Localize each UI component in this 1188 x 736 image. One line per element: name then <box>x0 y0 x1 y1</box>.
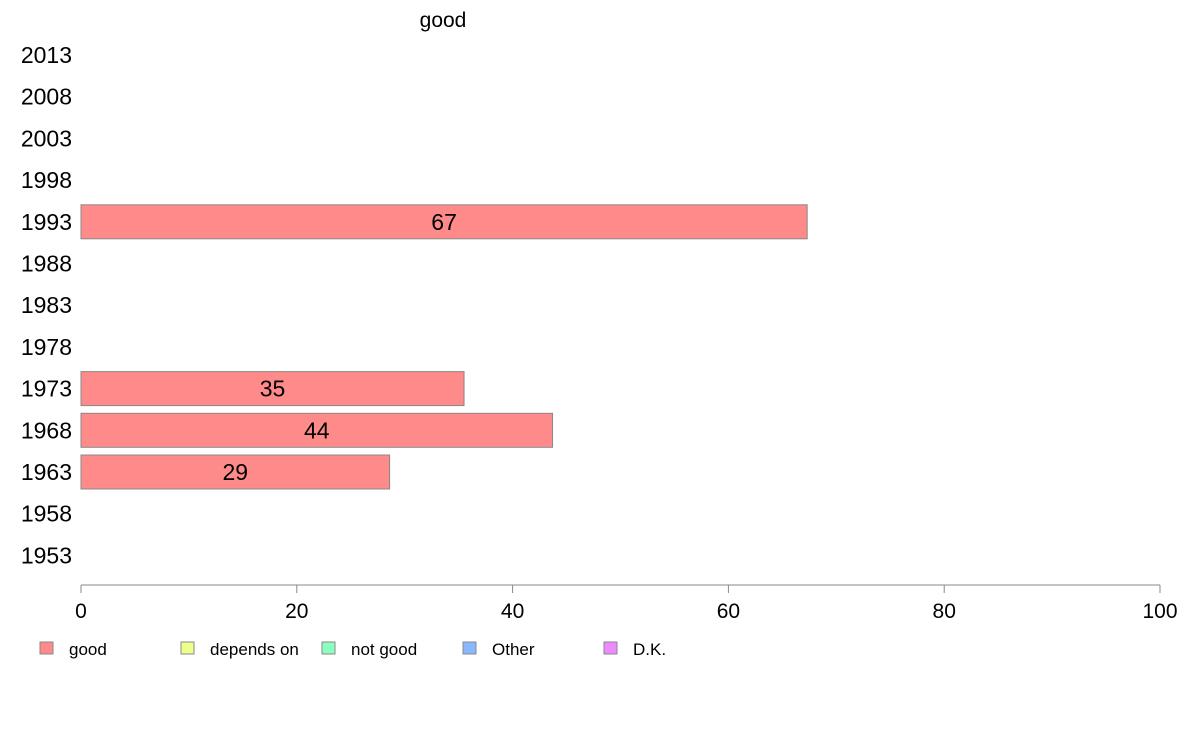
category-label: 1953 <box>21 542 72 568</box>
bar-value-label: 44 <box>304 417 330 443</box>
x-tick-label: 60 <box>717 600 740 623</box>
category-label: 1978 <box>21 334 72 360</box>
category-label: 1968 <box>21 417 72 443</box>
legend-label: good <box>69 640 107 659</box>
x-axis: 0 20 40 60 80 100 <box>75 584 1178 623</box>
legend-swatch <box>603 641 618 655</box>
category-label: 1958 <box>21 501 72 527</box>
legend-label: Other <box>492 640 535 659</box>
legend-swatch <box>39 641 54 655</box>
bar <box>80 371 465 407</box>
bar <box>80 412 554 448</box>
bar-value-label: 67 <box>431 209 457 235</box>
category-label: 2013 <box>21 42 72 68</box>
legend-swatch <box>321 641 336 655</box>
category-label: 1983 <box>21 292 72 318</box>
chart-title: good <box>420 9 467 32</box>
legend-label: depends on <box>210 640 299 659</box>
category-label: 2008 <box>21 84 72 110</box>
category-label: 1998 <box>21 167 72 193</box>
x-tick-label: 40 <box>501 600 524 623</box>
category-labels: 2013 2008 2003 1998 1993 1988 1983 1978 1973 1968… <box>21 42 72 568</box>
category-label: 2003 <box>21 125 72 151</box>
x-tick-label: 80 <box>933 600 956 623</box>
legend: good depends on not good Other D.K. <box>39 640 666 659</box>
bar-value-label: 35 <box>260 376 286 402</box>
legend-label: D.K. <box>633 640 666 659</box>
legend-swatch <box>462 641 477 655</box>
bar <box>80 454 391 490</box>
legend-swatch <box>180 641 195 655</box>
x-tick-label: 100 <box>1142 600 1177 623</box>
category-label: 1973 <box>21 376 72 402</box>
bar <box>80 204 808 240</box>
legend-label: not good <box>351 640 417 659</box>
x-tick-label: 20 <box>285 600 308 623</box>
category-label: 1963 <box>21 459 72 485</box>
category-label: 1988 <box>21 251 72 277</box>
category-label: 1993 <box>21 209 72 235</box>
bar-value-label: 29 <box>223 459 249 485</box>
x-tick-label: 0 <box>75 600 87 623</box>
bars: 67 35 44 29 <box>80 204 808 490</box>
